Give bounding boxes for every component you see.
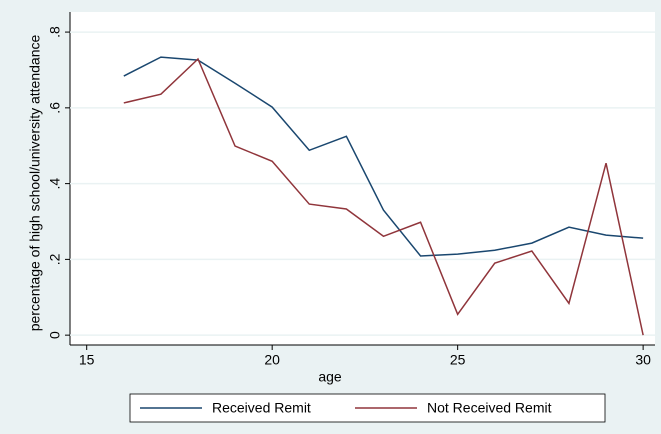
y-tick-label: .2: [47, 253, 63, 265]
y-tick-label: 0: [47, 331, 63, 339]
y-axis-title: percentage of high school/university att…: [27, 35, 43, 332]
legend-label: Received Remit: [212, 400, 311, 416]
x-tick-label: 30: [635, 352, 651, 368]
x-tick-label: 25: [450, 352, 466, 368]
y-tick-label: .8: [47, 26, 63, 38]
data-line: [123, 57, 644, 336]
x-axis-title: age: [318, 369, 342, 385]
data-line: [123, 56, 644, 257]
y-tick-label: .4: [47, 178, 63, 190]
x-tick-label: 15: [79, 352, 95, 368]
x-tick-label: 20: [264, 352, 280, 368]
plot-area: [70, 12, 655, 345]
legend-label: Not Received Remit: [427, 400, 552, 416]
y-tick-label: .6: [47, 102, 63, 114]
